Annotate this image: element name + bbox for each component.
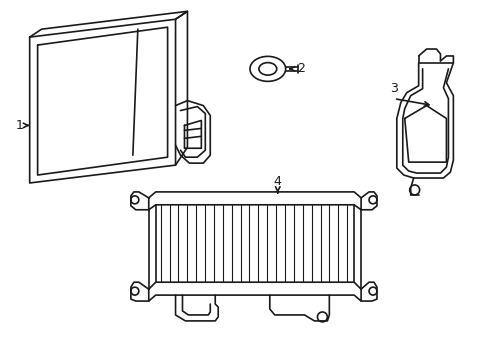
Text: 4: 4 (274, 175, 282, 189)
Text: 2: 2 (297, 62, 305, 75)
Text: 3: 3 (390, 82, 398, 95)
Text: 1: 1 (16, 119, 24, 132)
